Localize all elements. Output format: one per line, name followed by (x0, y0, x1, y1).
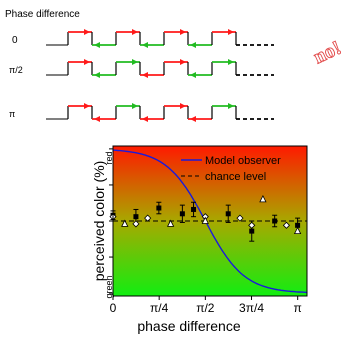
data-point-triangle (166, 219, 175, 227)
waveform-arrow (84, 103, 90, 109)
data-point-square (156, 205, 162, 211)
legend-model-label: Model observer (205, 155, 281, 167)
waveform-arrow (190, 72, 196, 78)
phase-row-label: π/2 (9, 65, 23, 75)
x-tick-label: π/4 (150, 301, 169, 315)
data-point-diamond (236, 214, 244, 222)
data-point-diamond (144, 214, 152, 222)
y-axis-label: perceived color (%) (91, 161, 107, 282)
diagram-title: Phase difference (5, 9, 80, 20)
phase-rows: 0 π/2 π (9, 29, 274, 122)
y-bottom-label: green (104, 275, 114, 298)
waveform-arrow (190, 42, 196, 48)
waveform-arrow (132, 103, 138, 109)
waveform-arrow (180, 59, 186, 65)
waveform-arrow (132, 29, 138, 35)
waveform-arrow (228, 59, 234, 65)
chart: 0 π/4 π/2 3π/4 π Model observer chance level… (91, 145, 308, 334)
phase-row-label: 0 (12, 35, 18, 46)
data-point-square (249, 228, 255, 234)
legend: Model observer chance level (181, 155, 281, 183)
waveform-arrow (142, 116, 148, 122)
data-point-square (133, 214, 139, 220)
x-tick-label: 0 (110, 301, 117, 315)
waveform-arrow (94, 116, 100, 122)
data-point-triangle (201, 216, 209, 224)
waveform-arrow (84, 29, 90, 35)
x-axis-label: phase difference (137, 318, 240, 334)
y-axis-ticks (109, 148, 113, 294)
waveform-arrow (94, 72, 100, 78)
waveform-arrow (190, 116, 196, 122)
legend-chance-label: chance level (205, 171, 266, 183)
data-point-triangle (121, 219, 129, 227)
data-point-diamond (248, 221, 256, 229)
data-point-triangle (259, 194, 267, 203)
waveform-arrow (142, 72, 148, 78)
phase-row-2: π (9, 103, 274, 122)
data-point-square (225, 211, 231, 217)
x-tick-label: 3π/4 (239, 301, 264, 315)
phase-row-0: 0 (12, 29, 274, 48)
stamp-text: no! (310, 37, 344, 69)
no-stamp: no! (310, 36, 345, 69)
phase-row-1: π/2 (9, 59, 274, 78)
waveform-arrow (180, 103, 186, 109)
data-point-square (295, 222, 301, 228)
data-point-square (191, 206, 197, 212)
x-tick-label: π/2 (196, 301, 215, 315)
waveform-arrow (94, 42, 100, 48)
phase-row-label: π (9, 109, 15, 119)
waveform-arrow (142, 42, 148, 48)
data-point-diamond (132, 220, 140, 228)
data-point-diamond (282, 221, 290, 229)
waveform-arrow (228, 103, 234, 109)
waveform-arrow (132, 59, 138, 65)
y-top-label: red (104, 151, 114, 164)
waveform-arrow (228, 29, 234, 35)
x-axis-ticks: 0 π/4 π/2 3π/4 π (110, 296, 302, 315)
waveform-arrow (84, 59, 90, 65)
data-point-triangle (293, 226, 302, 234)
data-point-square (179, 211, 185, 217)
model-observer-curve (113, 149, 307, 294)
data-point-square (272, 218, 278, 224)
waveform-arrow (180, 29, 186, 35)
x-tick-label: π (294, 301, 302, 315)
